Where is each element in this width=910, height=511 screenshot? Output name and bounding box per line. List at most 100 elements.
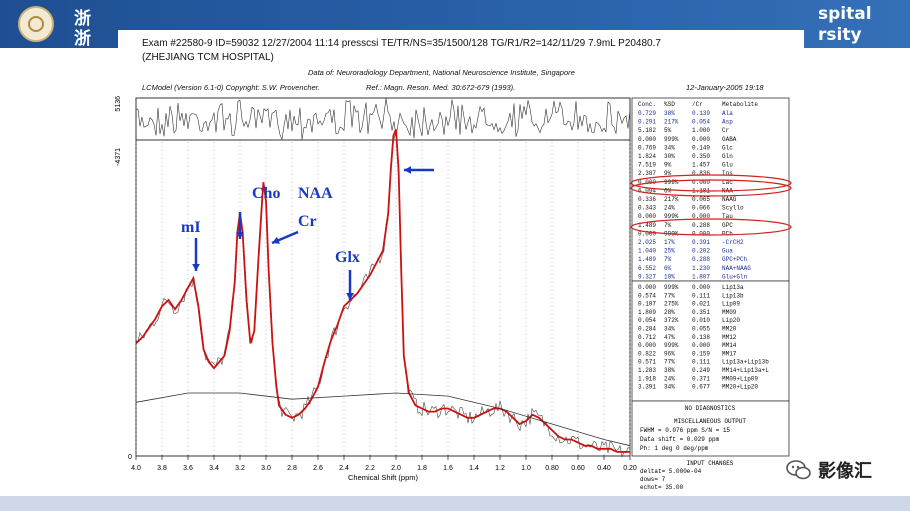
table-row-cell: 1.807 — [692, 273, 710, 280]
table-header-cell: Conc. — [638, 101, 656, 108]
highlight-circle — [630, 218, 792, 236]
x-tick-label: 1.2 — [495, 465, 505, 472]
table-row-cell: 38% — [664, 110, 675, 117]
table-row-cell: 0.712 — [638, 334, 656, 341]
table-row-cell: 7% — [664, 256, 672, 263]
table-row-cell: Lip13b — [722, 292, 744, 299]
exam-header-line: Exam #22580-9 ID=59032 12/27/2004 11:14 … — [142, 38, 661, 49]
table-row-cell: GPC+PCh — [722, 256, 748, 263]
x-tick-label: 1.0 — [521, 465, 531, 472]
table-row-cell: 0.000 — [692, 230, 710, 237]
table-row-cell: Lip13a+Lip13b — [722, 359, 769, 366]
x-tick-label: 0.60 — [571, 465, 585, 472]
x-axis-ticks: 4.0 3.8 3.6 3.4 3.2 3.0 2.8 2.6 2.4 2.2 2.0 1.8 1.6 1… — [131, 455, 637, 472]
table-row-cell: 6% — [664, 265, 672, 272]
table-row-cell: 77% — [664, 292, 675, 299]
x-tick-label: 3.4 — [209, 465, 219, 472]
table-row-cell: 0.000 — [638, 136, 656, 143]
table-row-cell: 34% — [664, 144, 675, 151]
banner-right-text-2: rsity — [818, 25, 862, 45]
table-row-cell: 28% — [664, 309, 675, 316]
table-row-cell: GPC — [722, 222, 733, 229]
cho-label: Cho — [252, 185, 280, 202]
plot-frame — [135, 97, 631, 457]
x-tick-label: 4.0 — [131, 465, 141, 472]
table-row-cell: 0.391 — [692, 239, 710, 246]
reference-citation: Ref.: Magn. Reson. Med. 30:672-679 (1993… — [366, 83, 516, 92]
table-row-cell: Cr — [722, 127, 730, 134]
table-row-cell: 0.249 — [692, 367, 710, 374]
wechat-icon — [786, 460, 811, 480]
table-row-cell: -CrCH2 — [722, 239, 744, 246]
table-row-cell: 0.000 — [638, 342, 656, 349]
table-row-cell: 1.918 — [638, 375, 656, 382]
table-row-cell: 1.230 — [692, 265, 710, 272]
table-row-cell: NAAG — [722, 196, 737, 203]
table-row-cell: 9% — [664, 162, 672, 169]
table-row-cell: 77% — [664, 359, 675, 366]
naa-arrow-head — [404, 166, 412, 174]
misc-output-line: Data shift = 0.029 ppm — [640, 436, 720, 443]
misc-output-line: FWHM = 0.076 ppm S/N = 15 — [640, 427, 730, 434]
input-change-line: INPUT CHANGES — [687, 460, 734, 467]
table-row-cell: 0.574 — [638, 292, 656, 299]
table-row-cell: 0.138 — [692, 334, 710, 341]
table-row-cell: Lip09 — [722, 301, 740, 308]
x-tick-label: 3.2 — [235, 465, 245, 472]
table-row-cell: 7.519 — [638, 162, 656, 169]
table-row-cell: 0.571 — [638, 359, 656, 366]
table-bottom-box — [631, 280, 790, 402]
y-zero-label: 0 — [128, 454, 132, 461]
table-row-cell: 0.055 — [692, 326, 710, 333]
misc-output-line: Ph: 1 deg 0 deg/ppm — [640, 445, 709, 452]
table-row-cell: 24% — [664, 375, 675, 382]
table-row-cell: 0.107 — [638, 301, 656, 308]
table-row-cell: 0.336 — [638, 196, 656, 203]
x-tick-label: 2.6 — [313, 465, 323, 472]
table-row-cell: MM09 — [722, 309, 737, 316]
residual-min-label: -4371 — [115, 148, 122, 166]
table-row-cell: 0.000 — [638, 213, 656, 220]
x-tick-label: 1.8 — [417, 465, 427, 472]
table-row-cell: 0.000 — [692, 136, 710, 143]
fit-curve — [135, 129, 630, 453]
table-row-cell: MM09+Lip09 — [722, 375, 758, 382]
table-row-cell: 0.729 — [638, 110, 656, 117]
table-row-cell: 0.054 — [638, 317, 656, 324]
table-row-cell: 30% — [664, 153, 675, 160]
table-row-cell: 0.288 — [692, 256, 710, 263]
table-row-cell: 0.677 — [692, 384, 710, 391]
table-row-cell: 0.350 — [692, 153, 710, 160]
x-tick-label: 2.8 — [287, 465, 297, 472]
table-row-cell: 0.065 — [692, 196, 710, 203]
input-change-line: dows= 7 — [640, 476, 666, 483]
peak-annotation-arrows — [192, 166, 434, 300]
table-row-cell: 0.836 — [692, 170, 710, 177]
table-row-cell: 0.822 — [638, 350, 656, 357]
table-row-cell: 1.489 — [638, 256, 656, 263]
mi-arrow-head — [192, 263, 200, 271]
table-row-cell: MM14 — [722, 342, 737, 349]
table-row-cell: 999% — [664, 136, 679, 143]
misc-output-line: MISCELLANEOUS OUTPUT — [674, 418, 746, 425]
table-row-cell: 47% — [664, 334, 675, 341]
table-row-cell: 24% — [664, 205, 675, 212]
table-row-cell: 9.327 — [638, 273, 656, 280]
table-row-cell: NAA+NAAG — [722, 265, 751, 272]
table-row-cell: Glu — [722, 162, 733, 169]
table-row-cell: 0.769 — [638, 144, 656, 151]
table-row-cell: Lip20 — [722, 317, 740, 324]
table-row-cell: 0.343 — [638, 205, 656, 212]
table-row-cell: 0.000 — [692, 342, 710, 349]
baseline-curve — [135, 392, 631, 447]
table-row-cell: 0.010 — [692, 317, 710, 324]
table-row-cell: 0.066 — [692, 205, 710, 212]
table-row-cell: 0.000 — [692, 284, 710, 291]
misc-output-line: NO DIAGNOSTICS — [685, 405, 736, 412]
table-row-cell: Lac — [722, 179, 733, 186]
table-header-cell: /Cr — [692, 101, 703, 108]
table-row-cell: 5.182 — [638, 127, 656, 134]
table-header-cell: Metabolite — [722, 101, 758, 108]
x-tick-label: 3.8 — [157, 465, 167, 472]
